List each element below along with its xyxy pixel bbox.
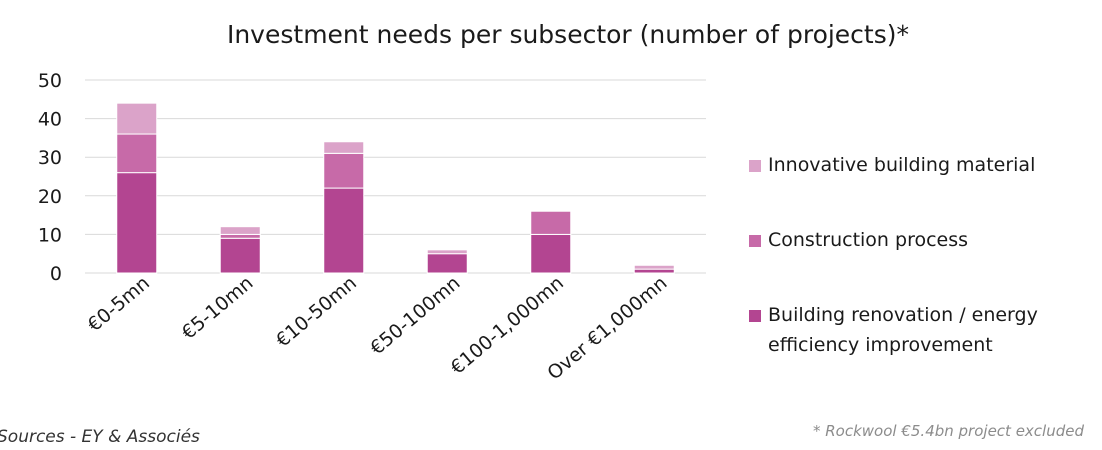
x-tick-label: €5-10mn <box>178 272 258 344</box>
bar-segment <box>116 172 158 274</box>
y-axis: 0 10 20 30 40 50 <box>38 70 62 285</box>
bars <box>116 102 675 274</box>
bar-segment <box>426 253 468 274</box>
legend-label: Innovative building material <box>768 154 1035 176</box>
y-tick-label: 40 <box>38 109 62 131</box>
y-tick-label: 30 <box>38 147 62 169</box>
gridlines <box>85 79 706 274</box>
source-note: Sources - EY & Associés <box>0 427 200 447</box>
x-tick-label: €50-100mn <box>366 272 464 360</box>
bar-segment <box>219 237 261 274</box>
y-tick-label: 0 <box>50 263 62 285</box>
bar-segment <box>323 187 365 274</box>
chart-title: Investment needs per subsector (number o… <box>227 20 909 49</box>
bar-segment <box>633 264 675 270</box>
legend-swatch <box>749 235 761 247</box>
bar-segment <box>530 233 572 274</box>
legend-swatch <box>749 160 761 172</box>
bar-segment <box>116 133 158 174</box>
legend-label: efficiency improvement <box>768 334 993 356</box>
legend-swatch <box>749 310 761 322</box>
bar-segment <box>116 102 158 135</box>
x-tick-label: €10-50mn <box>272 272 361 352</box>
bar-segment <box>219 226 261 235</box>
bar-segment <box>426 249 468 255</box>
bar-segment <box>530 210 572 235</box>
legend-label: Construction process <box>768 229 968 251</box>
bar-segment <box>323 141 365 154</box>
legend: Innovative building material Construction… <box>749 154 1038 356</box>
bar-segment <box>219 233 261 239</box>
x-axis: €0-5mn €5-10mn €10-50mn €50-100mn€100-1,000… <box>83 272 671 384</box>
y-tick-label: 10 <box>38 224 62 246</box>
y-tick-label: 50 <box>38 70 62 92</box>
y-tick-label: 20 <box>38 186 62 208</box>
x-tick-label: €0-5mn <box>83 272 154 336</box>
legend-label: Building renovation / energy <box>768 304 1038 326</box>
bar-segment <box>633 268 675 274</box>
bar-segment <box>323 152 365 189</box>
footnote: * Rockwool €5.4bn project excluded <box>813 422 1084 440</box>
